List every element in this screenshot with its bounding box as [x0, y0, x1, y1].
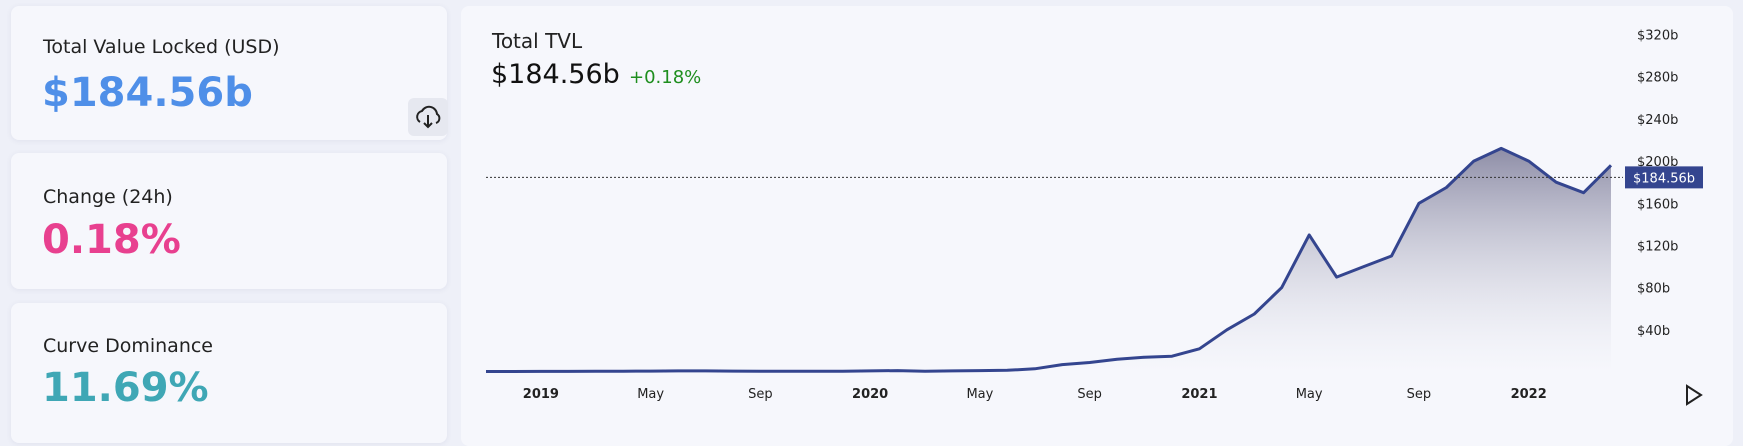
- chart-title: Total TVL: [491, 29, 583, 53]
- last-value-label: $184.56b: [1633, 171, 1695, 186]
- x-tick-label: May: [1296, 387, 1323, 402]
- last-value-box: [1625, 166, 1703, 189]
- headline-change: +0.18%: [629, 67, 701, 88]
- card-label: Change (24h): [43, 186, 173, 208]
- x-tick-label: 2022: [1511, 387, 1547, 402]
- y-tick-label: $160b: [1637, 197, 1678, 212]
- x-tick-label: Sep: [748, 387, 773, 402]
- area: [486, 148, 1611, 372]
- chart-panel: Total TVL $184.56b +0.18% $40b $80b $120b $…: [461, 6, 1733, 446]
- x-tick-label: May: [637, 387, 664, 402]
- play-button[interactable]: [1686, 384, 1703, 406]
- download-button[interactable]: [408, 98, 448, 136]
- card-label: Curve Dominance: [43, 335, 213, 357]
- x-tick-label: Sep: [1077, 387, 1102, 402]
- card-label: Total Value Locked (USD): [43, 36, 280, 58]
- x-tick-label: May: [966, 387, 993, 402]
- headline-value: $184.56b: [491, 59, 620, 90]
- x-tick-label: Sep: [1407, 387, 1432, 402]
- change-card: Change (24h) 0.18%: [11, 153, 447, 289]
- line: [486, 146, 1613, 373]
- x-tick-label: 2020: [852, 387, 888, 402]
- y-tick-label: $200b: [1637, 155, 1678, 170]
- y-tick-label: $320b: [1637, 29, 1678, 44]
- x-tick-label: 2019: [523, 387, 559, 402]
- card-value: $184.56b: [42, 70, 253, 116]
- page: Total Value Locked (USD) $184.56b Change…: [11, 6, 1703, 411]
- y-tick-label: $240b: [1637, 113, 1678, 128]
- y-tick-label: $120b: [1637, 239, 1678, 254]
- y-tick-label: $80b: [1637, 282, 1670, 297]
- tvl-card: Total Value Locked (USD) $184.56b: [11, 6, 448, 140]
- y-tick-label: $40b: [1637, 324, 1670, 339]
- chart: Total TVL $184.56b +0.18% $40b $80b $120b $…: [486, 29, 1703, 406]
- y-tick-label: $280b: [1637, 71, 1678, 86]
- x-tick-label: 2021: [1181, 387, 1217, 402]
- dominance-card: Curve Dominance 11.69%: [11, 303, 447, 443]
- card-value: 11.69%: [42, 365, 209, 411]
- card-value: 0.18%: [42, 217, 181, 263]
